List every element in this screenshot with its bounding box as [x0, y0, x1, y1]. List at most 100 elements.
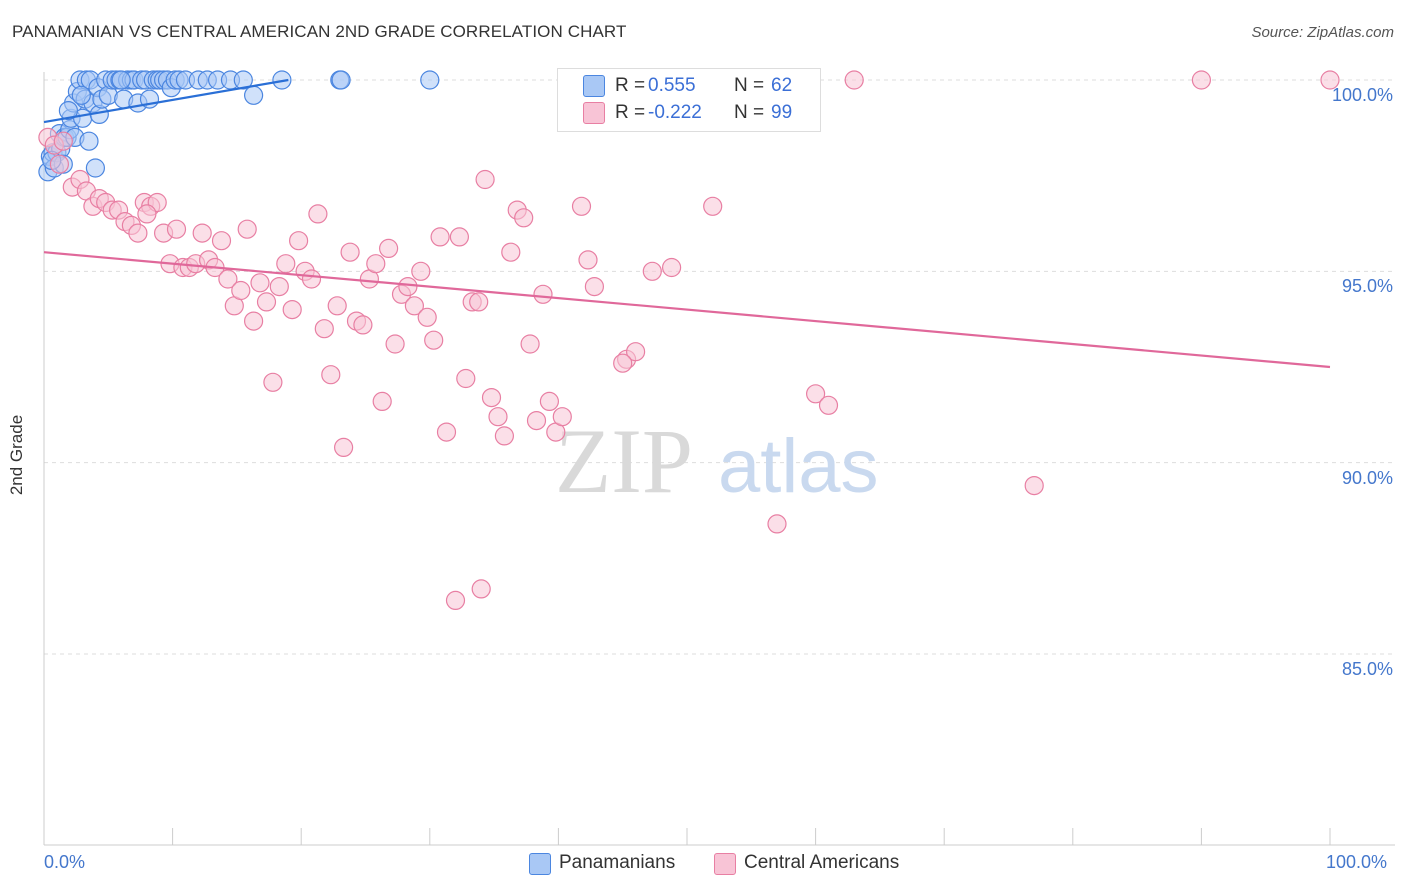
data-point [128, 223, 148, 243]
data-point [471, 579, 491, 599]
data-point [137, 204, 157, 224]
axes [43, 72, 1395, 846]
data-point [404, 296, 424, 316]
data-point [445, 590, 466, 611]
data-point [526, 411, 547, 431]
n-value: 62 [771, 75, 793, 96]
data-point [263, 372, 283, 392]
data-point [436, 422, 457, 442]
watermark-atlas: atlas [718, 424, 879, 509]
n-label: N = [734, 75, 765, 96]
legend-label-panamanians: Panamanians [559, 852, 676, 873]
data-point [449, 227, 469, 247]
n-value: 99 [771, 102, 793, 123]
data-point [398, 277, 418, 297]
watermark-zip: ZIP [555, 410, 693, 512]
data-point [58, 100, 79, 121]
data-point [539, 391, 560, 411]
data-point [327, 296, 347, 316]
data-point [366, 254, 386, 274]
data-point [231, 280, 251, 301]
watermark: ZIP atlas [555, 410, 879, 512]
data-point [308, 204, 328, 224]
data-point [301, 269, 322, 289]
data-point [456, 368, 476, 389]
swatch-central-americans [583, 102, 605, 124]
data-point [79, 131, 99, 151]
x-tick-label-min: 0.0% [44, 852, 86, 872]
data-point [289, 231, 309, 251]
data-point [334, 437, 354, 457]
data-point [469, 292, 489, 312]
data-point [256, 292, 277, 312]
series-central-americans [38, 70, 1340, 611]
swatch-panamanians [583, 75, 605, 97]
data-point [578, 250, 598, 270]
source-label: Source: ZipAtlas.com [1251, 24, 1394, 41]
trend-lines [43, 78, 1331, 369]
data-point [584, 277, 605, 297]
data-point [424, 330, 444, 350]
data-point [625, 342, 646, 362]
y-axis-label: 2nd Grade [7, 414, 26, 496]
data-point [71, 85, 91, 105]
data-point [250, 273, 270, 293]
grid-lines [44, 79, 1395, 655]
data-point [49, 154, 70, 174]
data-point [244, 311, 264, 331]
data-point [642, 261, 662, 281]
data-point [372, 391, 392, 411]
data-point [552, 407, 572, 427]
data-point [379, 238, 399, 258]
data-point [501, 242, 521, 262]
data-point [767, 514, 787, 534]
data-point [166, 219, 187, 239]
data-point [331, 70, 351, 90]
data-point [1320, 70, 1340, 90]
data-point [571, 196, 592, 216]
data-point [321, 365, 341, 385]
data-point [276, 254, 296, 274]
data-point [420, 70, 440, 90]
data-point [514, 208, 534, 228]
data-point [192, 223, 212, 243]
data-point [314, 319, 334, 339]
y-tick-label: 100.0% [1331, 85, 1393, 105]
data-point [613, 353, 633, 373]
data-point [282, 300, 302, 320]
y-tick-label: 85.0% [1341, 659, 1393, 679]
data-point [844, 70, 864, 90]
data-point [417, 307, 437, 327]
data-point [430, 227, 450, 247]
data-point [703, 196, 723, 216]
data-points [38, 70, 1340, 611]
data-point [385, 334, 405, 354]
data-point [1191, 70, 1212, 90]
data-point [494, 426, 514, 446]
data-point [353, 315, 373, 335]
legend-swatch-central-americans [714, 853, 736, 875]
trend-line-panamanians [43, 78, 289, 124]
r-label: R = [615, 102, 646, 123]
data-point [661, 257, 682, 278]
n-label: N = [734, 102, 765, 123]
data-point [218, 269, 238, 289]
data-point [481, 388, 502, 408]
data-point [805, 384, 826, 404]
data-point [233, 70, 253, 90]
data-point [533, 284, 553, 304]
data-point [1024, 476, 1044, 496]
legend-swatch-panamanians [529, 853, 551, 875]
data-point [411, 261, 431, 281]
series-legend: Panamanians Central Americans [0, 852, 1406, 878]
trend-line-central-americans [43, 251, 1331, 369]
r-value: 0.555 [648, 75, 696, 96]
data-point [111, 70, 131, 90]
r-label: R = [615, 75, 646, 96]
data-point [475, 169, 495, 190]
legend-label-central-americans: Central Americans [744, 852, 900, 873]
data-point [244, 85, 264, 105]
stats-legend: R = 0.555 N = 62 R = -0.222 N = 99 [557, 68, 821, 132]
chart-title: PANAMANIAN VS CENTRAL AMERICAN 2ND GRADE… [12, 22, 627, 41]
